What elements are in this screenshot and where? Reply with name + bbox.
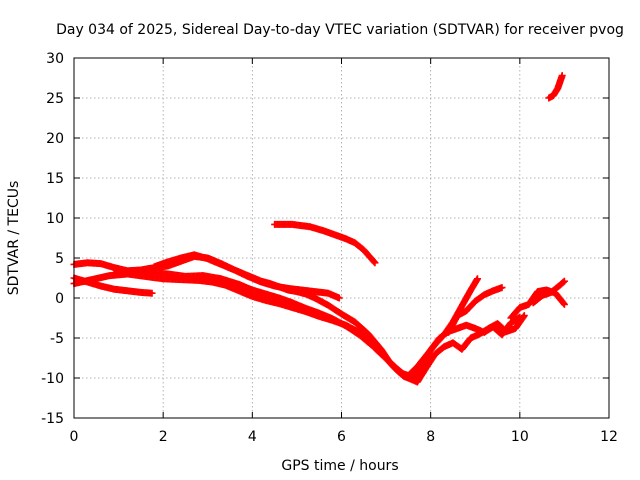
y-tick-label: 0 (55, 291, 64, 307)
series-track-7 (445, 284, 506, 336)
data-point (370, 258, 378, 266)
plot-frame (73, 57, 610, 419)
y-tick-label: 5 (55, 251, 64, 267)
y-tick-label: -15 (41, 411, 64, 427)
x-tick-label: 0 (70, 429, 79, 445)
data-point (560, 300, 568, 308)
x-tick-label: 8 (426, 429, 435, 445)
data-points (70, 72, 568, 386)
grid (74, 58, 609, 418)
y-axis-label: SDTVAR / TECUs (6, 181, 22, 296)
x-tick-label: 2 (159, 429, 168, 445)
chart-title: Day 034 of 2025, Sidereal Day-to-day VTE… (56, 22, 624, 38)
data-point (520, 312, 528, 320)
data-point (560, 299, 568, 307)
x-tick-label: 12 (600, 429, 618, 445)
y-tick-label: -5 (50, 331, 64, 347)
data-point (473, 275, 481, 283)
data-point (148, 289, 156, 297)
x-tick-label: 6 (337, 429, 346, 445)
y-tick-label: 15 (46, 171, 64, 187)
series-track-9 (529, 277, 568, 307)
data-point (558, 72, 566, 80)
data-point (498, 284, 506, 292)
x-tick-label: 4 (248, 429, 257, 445)
series-track-10 (545, 72, 566, 102)
x-tick-label: 10 (511, 429, 529, 445)
y-tick-label: 20 (46, 131, 64, 147)
data-point (371, 259, 379, 267)
series-track-4 (110, 268, 528, 386)
y-tick-label: 10 (46, 211, 64, 227)
data-point (335, 294, 343, 302)
series-track-6 (271, 220, 379, 267)
y-tick-label: -10 (41, 371, 64, 387)
y-tick-label: 25 (46, 91, 64, 107)
data-point (560, 277, 568, 285)
x-axis-label: GPS time / hours (281, 458, 398, 474)
axes: 0 2 4 6 8 10 12 -15 -10 -5 0 5 10 15 20 25 30 (41, 51, 618, 445)
y-tick-label: 30 (46, 51, 64, 67)
